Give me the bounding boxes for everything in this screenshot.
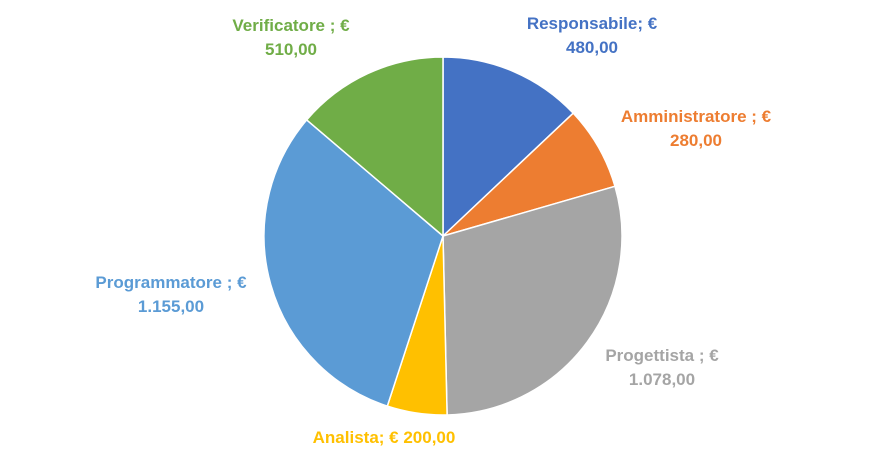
slice-label-line: 280,00 xyxy=(670,131,722,150)
pie-slice-programmatore xyxy=(263,118,444,408)
slice-label-programmatore: Programmatore ; € 1.155,00 xyxy=(95,273,247,316)
slice-label-line: 510,00 xyxy=(265,40,317,59)
slice-label-line: 480,00 xyxy=(566,38,618,57)
pie-slice-responsabile xyxy=(442,56,575,238)
slice-label-responsabile: Responsabile; € 480,00 xyxy=(527,14,658,57)
slice-label-analista: Analista; € 200,00 xyxy=(313,428,456,447)
slice-label-amministratore: Amministratore ; € 280,00 xyxy=(621,107,772,150)
slice-label-line: Verificatore ; € xyxy=(232,16,350,35)
slice-label-line: Programmatore ; € xyxy=(95,273,247,292)
pie-labels: Responsabile; € 480,00 Amministratore ; € 2… xyxy=(95,14,771,447)
pie-slice-progettista xyxy=(442,185,623,416)
slice-label-progettista: Progettista ; € 1.078,00 xyxy=(605,346,719,389)
slice-label-line: 1.078,00 xyxy=(629,370,695,389)
slice-label-line: Amministratore ; € xyxy=(621,107,772,126)
pie-slice-verificatore xyxy=(305,56,444,238)
slice-label-verificatore: Verificatore ; € 510,00 xyxy=(232,16,350,59)
slice-label-line: Analista; € 200,00 xyxy=(313,428,456,447)
pie-slices xyxy=(263,56,623,416)
slice-label-line: Progettista ; € xyxy=(605,346,719,365)
slice-label-line: 1.155,00 xyxy=(138,297,204,316)
slice-label-line: Responsabile; € xyxy=(527,14,658,33)
